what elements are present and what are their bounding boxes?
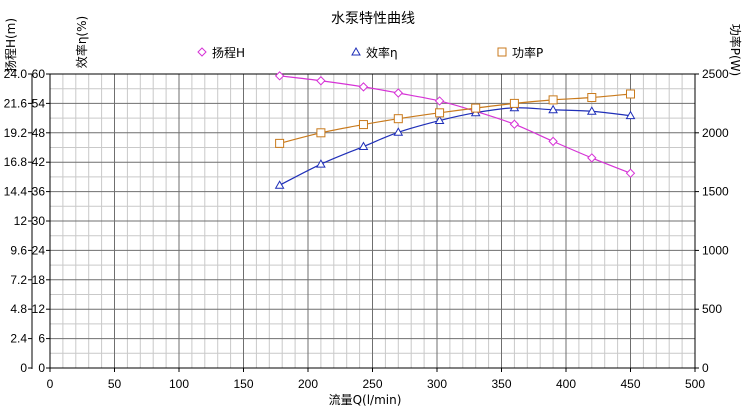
legend-marker-power (497, 47, 507, 57)
point-head (434, 96, 445, 106)
axes: 0 50 100 150 200 250 300 350 400 450 50002.44.87.2… (4, 67, 729, 391)
x-tick-label: 200 (298, 377, 318, 391)
power-tick-label: 1500 (702, 185, 729, 199)
head-tick-label: 14.4 (4, 185, 28, 199)
legend: 扬程H 效率η 功率P (197, 45, 543, 60)
head-tick-label: 2.4 (10, 332, 27, 346)
head-tick-label: 16.8 (4, 155, 28, 169)
legend-label-power: 功率P (512, 45, 543, 60)
point-head (393, 88, 404, 98)
efficiency-tick-label: 60 (32, 67, 46, 81)
head-tick-label: 19.2 (4, 126, 28, 140)
series-markers (274, 71, 636, 189)
efficiency-tick-label: 12 (32, 302, 46, 316)
efficiency-tick-label: 42 (32, 155, 46, 169)
point-eff (393, 127, 404, 136)
head-tick-label: 0 (20, 361, 27, 375)
point-power (393, 114, 403, 124)
x-tick-label: 100 (169, 377, 189, 391)
legend-item-eff: 效率η (351, 45, 398, 60)
point-head (274, 71, 285, 81)
point-head (587, 153, 597, 163)
legend-item-power: 功率P (497, 45, 543, 60)
point-power (316, 128, 326, 138)
point-head (316, 76, 326, 86)
head-tick-label: 9.6 (10, 243, 27, 257)
efficiency-tick-label: 36 (32, 185, 46, 199)
head-tick-label: 12 (14, 214, 28, 228)
point-power (548, 95, 558, 105)
chart-title: 水泵特性曲线 (331, 11, 415, 27)
x-tick-label: 500 (685, 377, 705, 391)
point-head (548, 136, 558, 147)
x-tick-label: 400 (556, 377, 576, 391)
x-tick-label: 450 (620, 377, 640, 391)
point-eff (274, 180, 285, 189)
power-axis-title: 功率P(W) (728, 24, 743, 76)
x-tick-label: 50 (108, 377, 122, 391)
power-tick-label: 2500 (702, 67, 729, 81)
point-eff (316, 159, 326, 168)
efficiency-tick-label: 48 (32, 126, 46, 140)
power-tick-label: 0 (702, 361, 709, 375)
point-head (625, 168, 636, 178)
point-eff (358, 141, 369, 151)
power-tick-label: 1000 (702, 243, 729, 257)
point-power (275, 138, 285, 148)
efficiency-tick-label: 54 (32, 96, 46, 110)
point-power (435, 108, 445, 118)
point-eff (586, 106, 597, 115)
head-tick-label: 21.6 (4, 96, 28, 110)
point-eff (548, 104, 558, 114)
legend-item-head: 扬程H (197, 45, 245, 60)
curve-power (279, 93, 631, 144)
efficiency-tick-label: 0 (38, 361, 45, 375)
point-power (471, 103, 481, 113)
point-power (587, 93, 597, 103)
curve-head (279, 75, 631, 174)
curve-eff (279, 107, 631, 186)
head-tick-label: 7.2 (10, 273, 27, 287)
legend-marker-eff (351, 46, 361, 56)
x-tick-label: 300 (427, 377, 447, 391)
x-tick-label: 350 (491, 377, 511, 391)
point-power (626, 89, 635, 99)
legend-label-head: 扬程H (212, 45, 245, 60)
head-tick-label: 24.0 (4, 67, 28, 81)
head-tick-label: 4.8 (10, 302, 27, 316)
efficiency-tick-label: 6 (38, 332, 45, 346)
power-tick-label: 2000 (702, 126, 729, 140)
efficiency-axis-title: 效率η(%) (74, 16, 89, 68)
point-eff (434, 115, 445, 125)
efficiency-tick-label: 18 (32, 273, 46, 287)
x-axis-title: 流量Q(l/min) (329, 393, 402, 407)
power-tick-label: 500 (702, 302, 722, 316)
legend-marker-head (197, 47, 207, 57)
legend-label-eff: 效率η (366, 45, 398, 60)
point-power (509, 98, 519, 108)
point-head (358, 82, 369, 92)
point-head (509, 119, 520, 129)
head-axis-title: 扬程H(m) (3, 18, 18, 72)
efficiency-tick-label: 30 (32, 214, 46, 228)
point-power (358, 120, 368, 130)
x-tick-label: 0 (47, 377, 54, 391)
efficiency-tick-label: 24 (32, 243, 46, 257)
series-curves (279, 75, 631, 186)
x-tick-label: 150 (233, 377, 253, 391)
point-eff (625, 110, 636, 120)
grid-lines (50, 74, 695, 368)
x-tick-label: 250 (362, 377, 382, 391)
